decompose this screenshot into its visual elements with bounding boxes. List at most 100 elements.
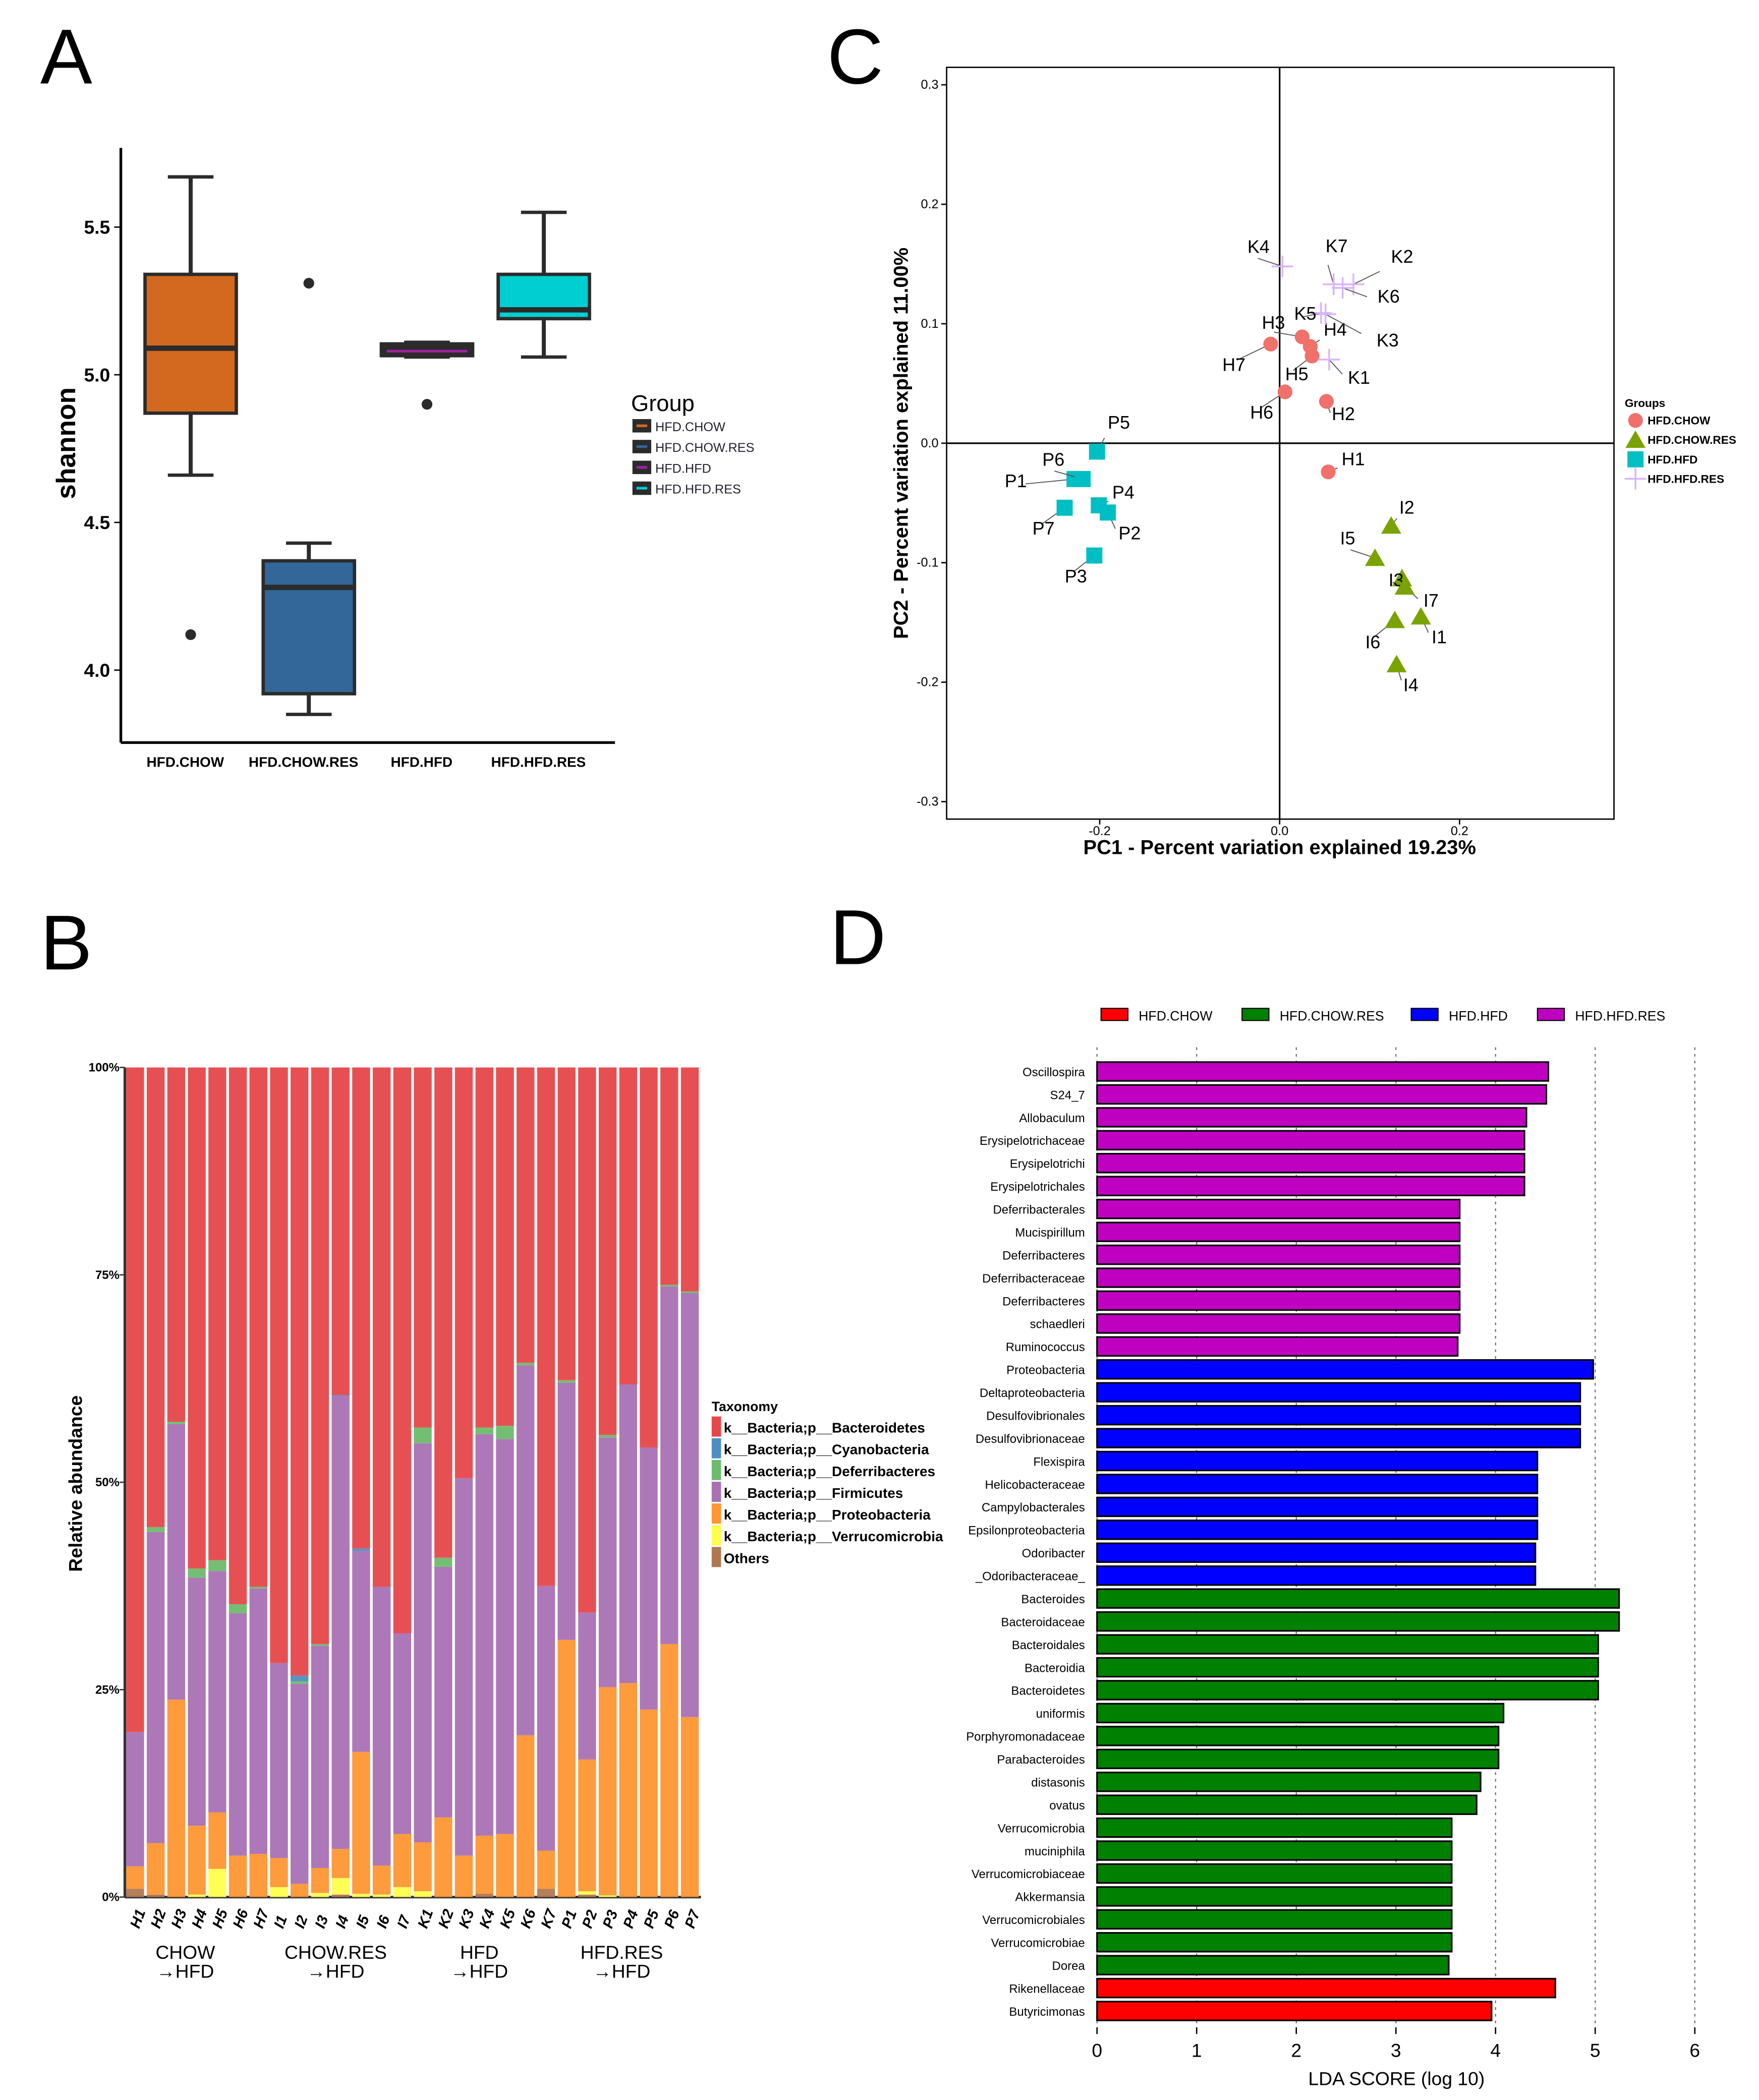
bar-segment — [352, 1894, 370, 1897]
bar-segment — [475, 1894, 493, 1897]
bar-segment — [126, 1067, 144, 1732]
bar-label: Deltaproteobacteria — [980, 1386, 1086, 1400]
bar-label: Bacteroidia — [1025, 1661, 1085, 1675]
box — [143, 272, 238, 415]
legend-swatch — [711, 1438, 721, 1459]
legend-label: HFD.HFD.RES — [1575, 1008, 1665, 1023]
bar-segment — [598, 1437, 617, 1687]
bar-segment — [311, 1067, 329, 1644]
bar-segment — [372, 1865, 391, 1895]
bar-segment — [640, 1067, 658, 1448]
bar-segment — [455, 1478, 473, 1856]
point-square — [1091, 497, 1107, 514]
bar-segment — [537, 1586, 555, 1851]
bar-segment — [660, 1644, 678, 1897]
bar-segment — [640, 1447, 658, 1710]
bar-segment — [496, 1067, 514, 1426]
panel-letter-c: C — [827, 13, 883, 100]
legend-label: HFD.CHOW — [1648, 415, 1711, 427]
lda-bar — [1096, 1496, 1539, 1518]
bar-segment — [352, 1551, 370, 1752]
bar-label: Helicobacteraceae — [985, 1478, 1085, 1492]
point-label: H7 — [1222, 354, 1245, 375]
bar-segment — [680, 1291, 699, 1294]
lda-bar — [1096, 1084, 1548, 1105]
y-tick-label: 5.0 — [84, 364, 110, 385]
x-tick-label: K2 — [435, 1907, 457, 1930]
bar-segment — [229, 1067, 247, 1604]
bar-segment — [167, 1422, 186, 1424]
x-tick-label: 6 — [1689, 2039, 1700, 2061]
point-label: K7 — [1326, 236, 1348, 256]
bar-label: Deferribacterales — [993, 1203, 1085, 1217]
x-tick-label: K4 — [476, 1907, 498, 1930]
y-tick-label: 0.2 — [921, 197, 938, 211]
bar-label: Parabacteroides — [997, 1753, 1085, 1767]
bar-segment — [455, 1067, 473, 1478]
point-label: K2 — [1391, 246, 1413, 267]
panel-letter-b: B — [40, 899, 92, 986]
lda-bar — [1096, 1520, 1539, 1540]
point-triangle — [1410, 607, 1431, 625]
legend-swatch — [1410, 1008, 1439, 1021]
label-leader-line — [1353, 271, 1380, 285]
lda-bar — [1096, 1198, 1461, 1219]
bar-segment — [352, 1752, 370, 1894]
point-circle — [1277, 384, 1293, 399]
bar-segment — [208, 1812, 226, 1869]
legend-label: HFD.CHOW.RES — [1280, 1008, 1384, 1023]
x-tick-label: P2 — [579, 1908, 600, 1931]
point-label: K4 — [1247, 237, 1270, 257]
y-tick-label: 25% — [95, 1683, 120, 1697]
lda-bar — [1096, 1176, 1525, 1197]
bar-segment — [434, 1557, 452, 1567]
bar-segment — [188, 1568, 206, 1578]
bar-segment — [517, 1363, 535, 1366]
bar-label: Porphyromonadaceae — [966, 1730, 1085, 1744]
bar-label: Verrucomicrobiae — [991, 1937, 1085, 1950]
legend-label: k__Bacteria;p__Cyanobacteria — [724, 1442, 929, 1457]
legend-swatch — [711, 1416, 721, 1437]
lda-bar — [1096, 1794, 1478, 1815]
bar-label: Verrucomicrobia — [998, 1822, 1086, 1835]
point-label: K1 — [1348, 367, 1370, 388]
bar-segment — [557, 1380, 576, 1383]
bar-segment — [167, 1700, 186, 1897]
x-tick-label: 0 — [1092, 2039, 1102, 2061]
point-circle — [1321, 464, 1336, 480]
bar-segment — [249, 1854, 267, 1897]
y-tick-label: 50% — [95, 1476, 120, 1489]
legend-swatch — [711, 1547, 721, 1567]
group-label-arrow: →HFD — [593, 1960, 651, 1981]
lda-bar — [1096, 1542, 1537, 1563]
bar-segment — [537, 1067, 555, 1586]
point-circle — [1304, 348, 1320, 364]
bar-label: distasonis — [1031, 1776, 1085, 1789]
bar-segment — [475, 1835, 493, 1894]
bar-segment — [291, 1675, 309, 1681]
lda-bar — [1096, 1107, 1527, 1128]
legend-label: HFD.HFD.RES — [655, 483, 741, 497]
x-tick-label: P3 — [599, 1908, 621, 1931]
legend-label: k__Bacteria;p__Bacteroidetes — [724, 1420, 925, 1436]
point-circle — [1628, 413, 1643, 428]
lda-bar — [1096, 1863, 1453, 1884]
bar-label: S24_7 — [1050, 1088, 1085, 1102]
point-label: I2 — [1399, 497, 1414, 517]
lda-bar — [1096, 1932, 1453, 1953]
bar-label: Bacteroidales — [1012, 1639, 1085, 1652]
bar-segment — [372, 1894, 391, 1897]
bar-segment — [475, 1434, 493, 1836]
panel-d-lda-bar: HFD.CHOW HFD.CHOW.RES HFD.HFD HFD.HFD.RES 0 1… — [966, 1008, 1700, 2089]
bar-segment — [455, 1855, 473, 1897]
bar-segment — [557, 1640, 576, 1897]
x-tick-label: 1 — [1191, 2039, 1202, 2061]
bar-label: Dorea — [1052, 1959, 1086, 1973]
bar-label: Proteobacteria — [1006, 1364, 1085, 1377]
bar-label: Erysipelotrichales — [990, 1180, 1085, 1194]
point-label: P3 — [1065, 566, 1087, 587]
group-label-arrow: →HFD — [307, 1960, 365, 1981]
bar-segment — [598, 1435, 617, 1438]
point-label: I5 — [1340, 528, 1355, 549]
